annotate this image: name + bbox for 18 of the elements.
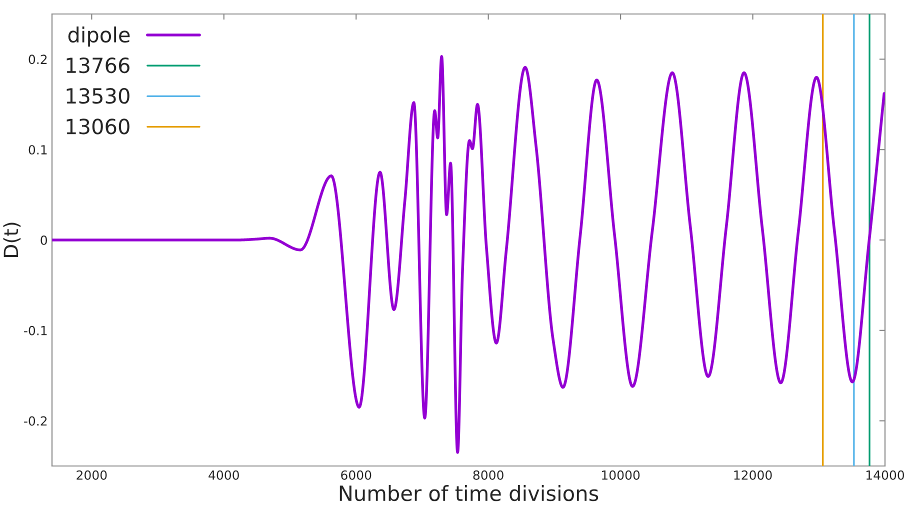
y-tick-label: 0 (40, 235, 48, 245)
x-tick-label: 4000 (208, 470, 239, 480)
x-tick-label: 12000 (734, 470, 772, 480)
x-tick-label: 14000 (866, 470, 904, 480)
x-tick-label: 6000 (341, 470, 372, 480)
x-axis-title: Number of time divisions (340, 485, 598, 502)
y-tick-label: 0.1 (28, 145, 47, 155)
legend-label: 13060 (66, 118, 130, 134)
x-tick-label: 2000 (76, 470, 107, 480)
y-tick-label: -0.2 (24, 416, 47, 426)
legend-label: 13766 (66, 57, 130, 74)
x-tick-label: 10000 (602, 470, 640, 480)
x-tick-label: 8000 (473, 470, 504, 480)
legend-label: dipole (68, 26, 130, 47)
y-tick-label: 0.2 (28, 54, 47, 64)
y-axis-title: D(t) (3, 222, 21, 257)
legend-label: 13530 (66, 88, 130, 104)
y-tick-label: -0.1 (24, 326, 47, 336)
